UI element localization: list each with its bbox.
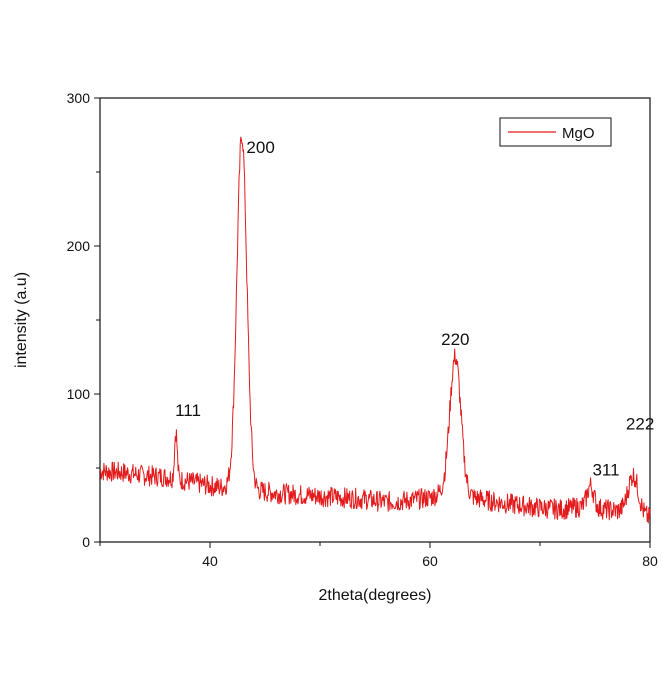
x-axis-title: 2theta(degrees) [319,587,432,604]
y-tick-label: 300 [67,90,91,106]
peak-label: 222 [626,415,654,434]
peak-label: 311 [592,460,619,479]
series-layer [99,136,651,524]
legend-label-mgo: MgO [562,125,595,142]
y-tick-label: 0 [82,534,90,550]
axis-layer: 40 60 80 0 100 200 300 [67,90,658,569]
peak-label: 111 [175,401,201,420]
peak-label: 220 [441,330,469,349]
x-tick-label: 80 [642,553,658,569]
x-tick-label: 40 [202,553,218,569]
legend: MgO [499,117,612,147]
series-line-mgo [99,136,651,524]
y-axis-title: intensity (a.u) [13,272,30,368]
peak-label: 200 [246,138,274,157]
y-tick-label: 200 [67,238,91,254]
x-tick-label: 60 [422,553,438,569]
annotation-layer: 111 200 220 311 222 [175,138,654,480]
y-tick-label: 100 [67,386,91,402]
